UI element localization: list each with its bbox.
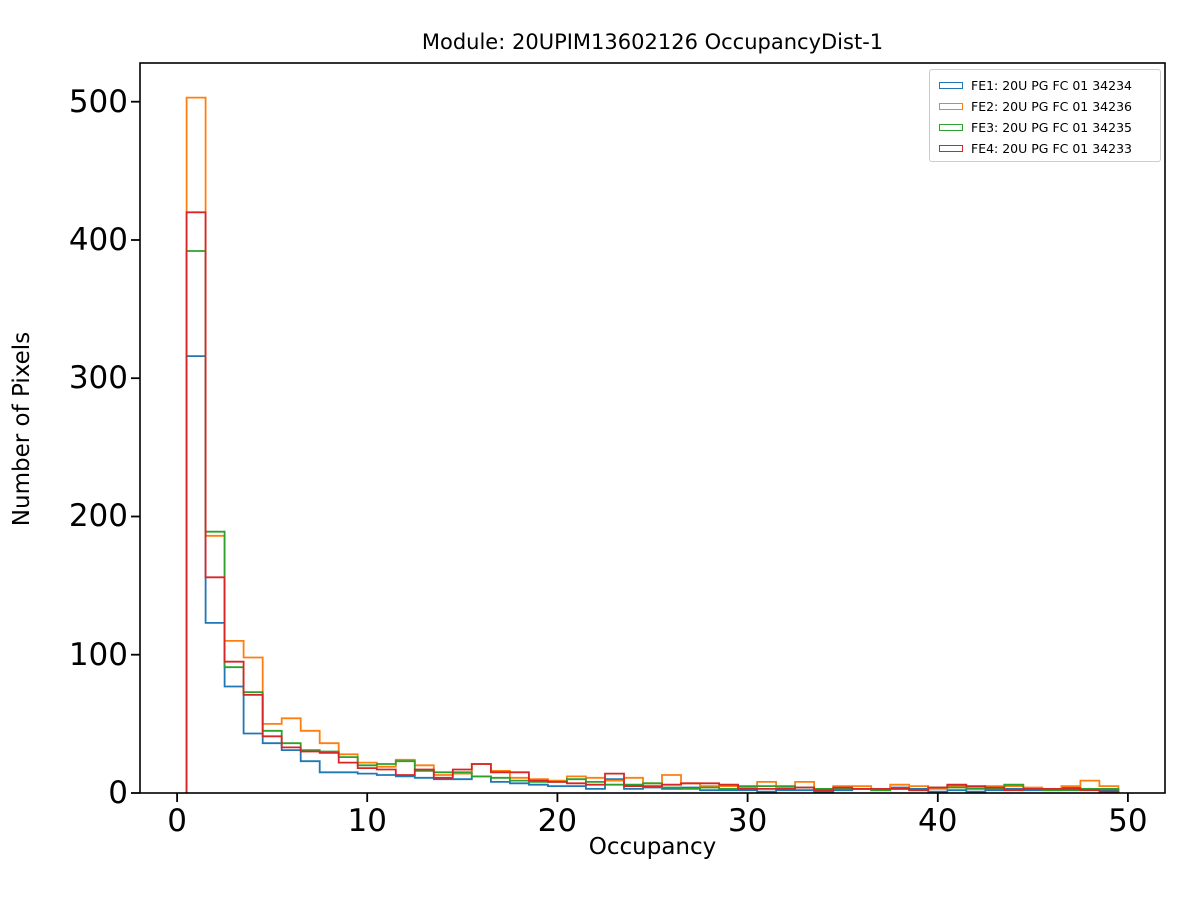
axes-spines	[139, 62, 1166, 794]
legend-swatch-icon	[939, 103, 963, 110]
x-tick-label: 50	[1108, 803, 1148, 839]
x-tick-label: 20	[537, 803, 578, 839]
y-tick-label: 400	[68, 221, 128, 258]
chart-title: Module: 20UPIM13602126 OccupancyDist-1	[421, 30, 884, 54]
legend-label: FE3: 20U PG FC 01 34235	[971, 120, 1132, 135]
y-tick-label: 300	[68, 360, 128, 397]
x-tick-label: 40	[918, 803, 958, 839]
legend-item: FE4: 20U PG FC 01 34233	[930, 138, 1160, 159]
y-tick-label: 200	[68, 498, 128, 535]
legend-swatch-icon	[939, 82, 963, 89]
x-axis-label: Occupancy	[588, 834, 717, 860]
x-tick-label: 10	[347, 803, 387, 839]
legend-item: FE3: 20U PG FC 01 34235	[930, 117, 1160, 138]
legend: FE1: 20U PG FC 01 34234 FE2: 20U PG FC 01…	[929, 69, 1161, 162]
series-fe2-line	[185, 96, 1120, 793]
x-tick-label: 30	[727, 803, 768, 839]
legend-label: FE4: 20U PG FC 01 34233	[971, 141, 1132, 156]
y-tick-label: 0	[108, 775, 128, 811]
legend-item: FE1: 20U PG FC 01 34234	[930, 75, 1160, 96]
y-tick-label: 500	[68, 83, 128, 120]
legend-label: FE1: 20U PG FC 01 34234	[971, 78, 1132, 93]
legend-item: FE2: 20U PG FC 01 34236	[930, 96, 1160, 117]
y-tick-label: 100	[68, 636, 128, 673]
legend-swatch-icon	[939, 124, 963, 131]
x-tick-label: 0	[167, 803, 187, 839]
series-fe3-line	[185, 250, 1120, 793]
series-fe4-line	[185, 211, 1120, 793]
legend-label: FE2: 20U PG FC 01 34236	[971, 99, 1132, 114]
series-fe1-line	[185, 355, 1120, 793]
legend-swatch-icon	[939, 145, 963, 152]
y-axis-label: Number of Pixels	[9, 331, 35, 527]
